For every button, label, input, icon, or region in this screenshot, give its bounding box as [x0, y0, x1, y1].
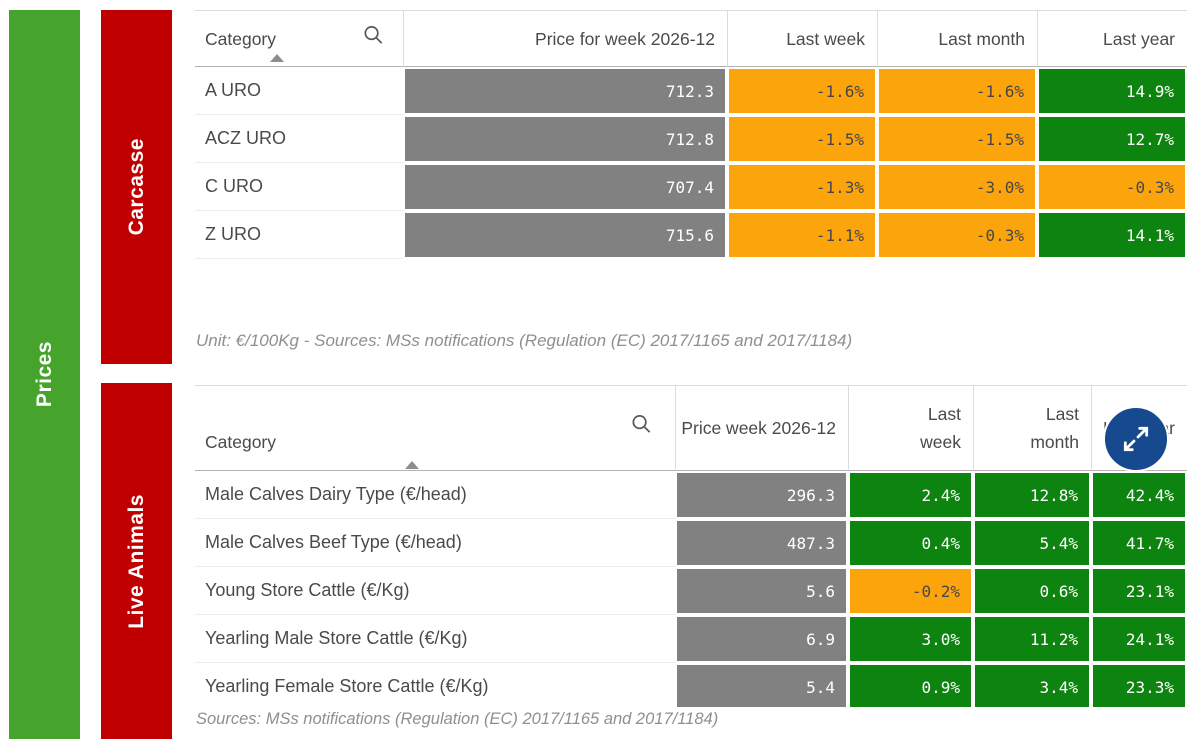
- column-header-category[interactable]: Category: [195, 386, 675, 471]
- price-cell: 487.3: [677, 521, 846, 565]
- column-header-last-year[interactable]: Last year: [1037, 11, 1187, 67]
- carcasse-section-label: Carcasse: [124, 138, 148, 236]
- carcasse-prices-table: Category Price for week 2026-12 Last wee…: [195, 10, 1187, 259]
- column-header-last-week[interactable]: Last week: [848, 386, 973, 471]
- last-week-cell: 0.9%: [850, 665, 971, 707]
- last-year-cell: 23.3%: [1093, 665, 1185, 707]
- price-cell: 707.4: [405, 165, 725, 209]
- price-cell: 296.3: [677, 473, 846, 517]
- price-cell: 715.6: [405, 213, 725, 257]
- last-year-cell: 41.7%: [1093, 521, 1185, 565]
- live-animals-section-bar: Live Animals: [101, 383, 172, 739]
- table-row-category[interactable]: Male Calves Dairy Type (€/head): [195, 471, 675, 519]
- price-cell: 6.9: [677, 617, 846, 661]
- table-row-category[interactable]: A URO: [195, 67, 403, 115]
- column-header-last-month[interactable]: Last month: [973, 386, 1091, 471]
- table-row-category[interactable]: C URO: [195, 163, 403, 211]
- live-animals-section-label: Live Animals: [124, 493, 148, 629]
- last-year-cell: 42.4%: [1093, 473, 1185, 517]
- price-cell: 5.6: [677, 569, 846, 613]
- sort-ascending-icon: [405, 461, 419, 469]
- column-header-price[interactable]: Price week 2026-12: [675, 386, 848, 471]
- carcasse-section-bar: Carcasse: [101, 10, 172, 364]
- last-month-cell: -3.0%: [879, 165, 1035, 209]
- last-month-cell: 11.2%: [975, 617, 1089, 661]
- table-row-category[interactable]: Yearling Female Store Cattle (€/Kg): [195, 663, 675, 707]
- column-header-category[interactable]: Category: [195, 11, 403, 67]
- table-row-category[interactable]: Z URO: [195, 211, 403, 259]
- search-icon[interactable]: [630, 413, 653, 444]
- prices-section-label: Prices: [32, 341, 56, 408]
- carcasse-source-note: Unit: €/100Kg - Sources: MSs notificatio…: [196, 331, 853, 350]
- last-month-cell: -1.6%: [879, 69, 1035, 113]
- last-year-cell: 14.9%: [1039, 69, 1185, 113]
- table-row-category[interactable]: Male Calves Beef Type (€/head): [195, 519, 675, 567]
- last-month-cell: -1.5%: [879, 117, 1035, 161]
- column-header-last-week[interactable]: Last week: [727, 11, 877, 67]
- last-month-cell: -0.3%: [879, 213, 1035, 257]
- last-month-cell: 12.8%: [975, 473, 1089, 517]
- price-cell: 5.4: [677, 665, 846, 707]
- last-year-cell: -0.3%: [1039, 165, 1185, 209]
- price-cell: 712.3: [405, 69, 725, 113]
- last-year-cell: 24.1%: [1093, 617, 1185, 661]
- live-animals-prices-table: Category Price week 2026-12 Last week La…: [195, 385, 1187, 707]
- last-month-cell: 0.6%: [975, 569, 1089, 613]
- sort-ascending-icon: [270, 54, 284, 62]
- last-week-cell: 2.4%: [850, 473, 971, 517]
- table-row-category[interactable]: Yearling Male Store Cattle (€/Kg): [195, 615, 675, 663]
- live-animals-source-note: Sources: MSs notifications (Regulation (…: [196, 710, 719, 728]
- last-year-cell: 23.1%: [1093, 569, 1185, 613]
- last-week-cell: 0.4%: [850, 521, 971, 565]
- last-week-cell: -1.5%: [729, 117, 875, 161]
- prices-section-bar: Prices: [9, 10, 80, 739]
- last-month-cell: 5.4%: [975, 521, 1089, 565]
- last-week-cell: -1.6%: [729, 69, 875, 113]
- last-month-cell: 3.4%: [975, 665, 1089, 707]
- expand-button[interactable]: [1103, 406, 1169, 472]
- table-row-category[interactable]: Young Store Cattle (€/Kg): [195, 567, 675, 615]
- last-week-cell: -0.2%: [850, 569, 971, 613]
- expand-arrows-icon: [1120, 423, 1152, 455]
- column-header-price[interactable]: Price for week 2026-12: [403, 11, 727, 67]
- price-cell: 712.8: [405, 117, 725, 161]
- last-week-cell: -1.3%: [729, 165, 875, 209]
- table-row-category[interactable]: ACZ URO: [195, 115, 403, 163]
- last-week-cell: 3.0%: [850, 617, 971, 661]
- last-year-cell: 12.7%: [1039, 117, 1185, 161]
- last-week-cell: -1.1%: [729, 213, 875, 257]
- last-year-cell: 14.1%: [1039, 213, 1185, 257]
- search-icon[interactable]: [362, 23, 385, 54]
- column-header-last-month[interactable]: Last month: [877, 11, 1037, 67]
